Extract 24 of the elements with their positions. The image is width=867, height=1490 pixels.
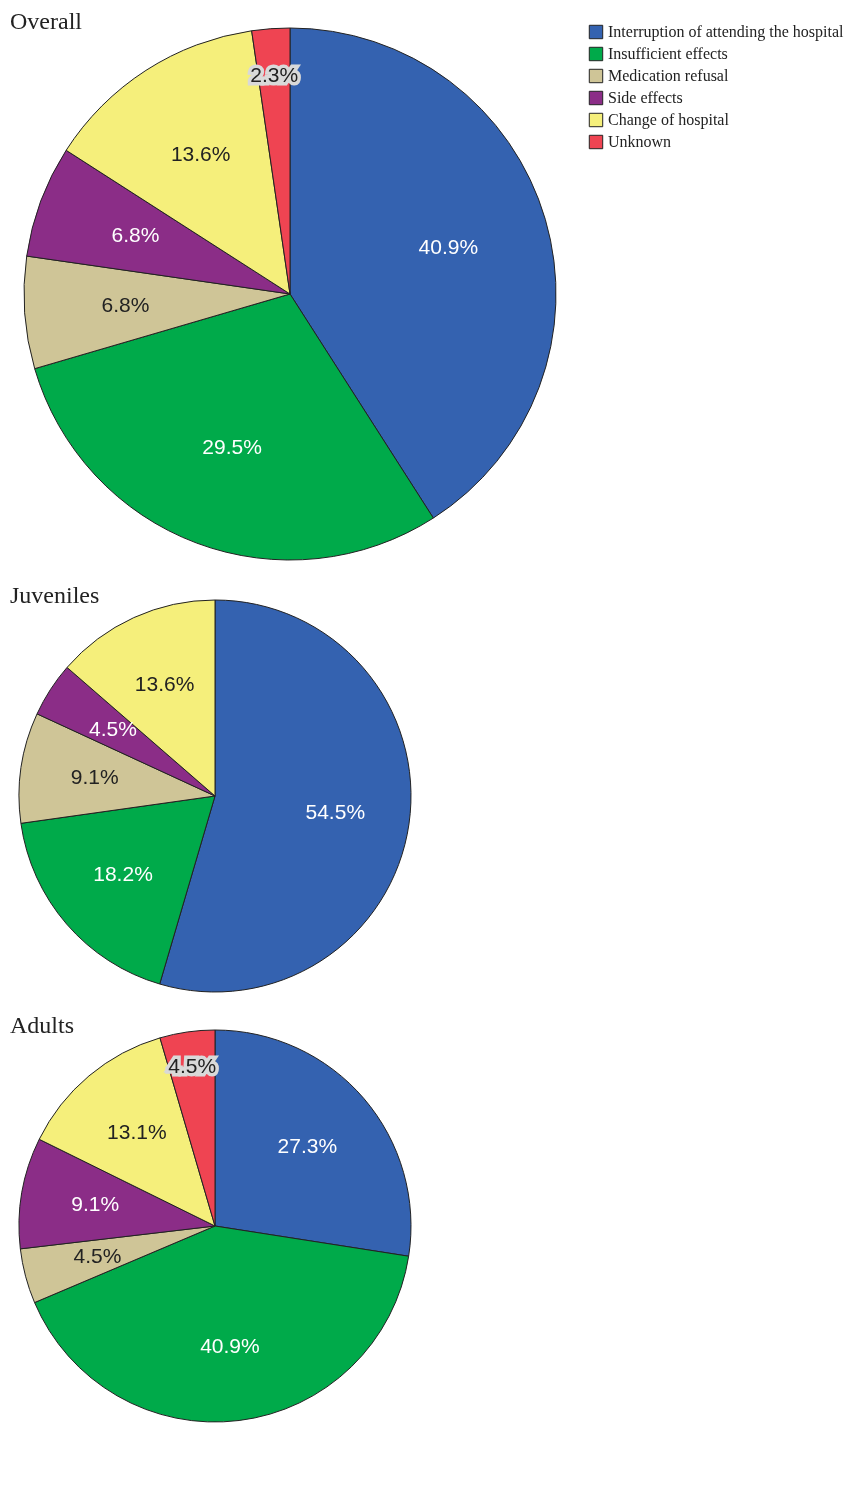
chart-title: Overall	[10, 8, 83, 34]
data-label: 13.1%	[107, 1119, 167, 1143]
legend-label: Insufficient effects	[608, 45, 728, 62]
data-label: 18.2%	[93, 862, 153, 886]
legend-label: Change of hospital	[608, 111, 730, 129]
data-label: 13.6%	[134, 672, 195, 696]
data-label: 40.9%	[200, 1333, 260, 1357]
legend-label: Medication refusal	[608, 67, 729, 84]
data-label: 4.5%	[89, 717, 137, 741]
data-label: 6.8%	[101, 292, 150, 316]
data-label: 40.9%	[418, 234, 479, 258]
data-label: 54.5%	[305, 800, 366, 824]
legend-label: Unknown	[608, 133, 672, 150]
legend-label: Interruption of attending the hospital	[608, 23, 845, 41]
data-label: 13.6%	[170, 142, 231, 166]
data-label: 9.1%	[70, 765, 119, 789]
chart-title: Adults	[10, 1012, 75, 1038]
data-label: 27.3%	[277, 1133, 338, 1157]
data-label: 29.5%	[202, 435, 262, 459]
chart-title: Juveniles	[10, 582, 100, 608]
data-label: 9.1%	[71, 1192, 120, 1216]
legend-label: Side effects	[608, 89, 683, 106]
data-label: 6.8%	[111, 223, 160, 247]
data-label: 4.5%	[73, 1244, 122, 1268]
